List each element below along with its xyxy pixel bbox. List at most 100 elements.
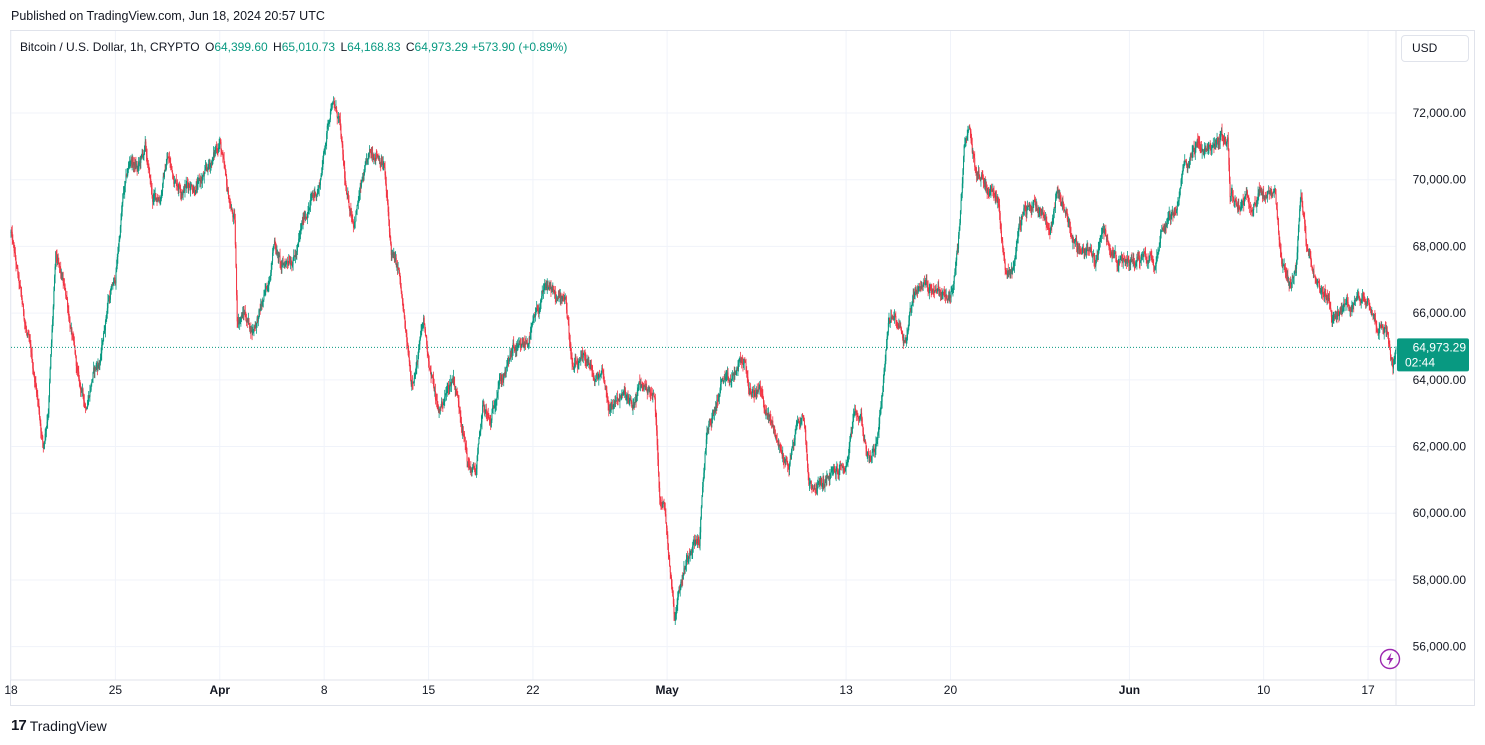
candle [751,386,753,398]
candle [1007,263,1009,278]
candle [539,307,541,314]
candle [240,315,242,327]
candle [913,288,915,303]
candle [1117,258,1119,272]
candle [63,277,65,286]
candle [430,365,432,384]
candle [285,260,287,267]
candle [1368,298,1370,306]
candle [1148,255,1150,263]
candle [451,375,453,384]
candle [1366,298,1368,307]
candle [1228,157,1230,184]
candle [592,370,594,381]
candle [403,303,405,313]
candle [335,100,337,109]
candle [467,457,469,471]
candle [48,395,50,418]
candle [826,473,828,479]
candle [1111,249,1113,263]
candle [1058,188,1060,203]
candle [1220,131,1222,141]
candle [829,469,831,485]
candle [710,418,712,431]
candle [52,316,54,333]
candle [560,292,562,306]
candle [1389,340,1391,351]
candle [784,458,786,468]
candle [588,356,590,369]
candle [1340,303,1342,315]
candle [807,454,809,473]
candle [1207,143,1209,151]
candle [483,404,485,416]
candle [1258,189,1260,201]
candle [1203,149,1205,157]
candle [445,387,447,396]
candle [1124,256,1126,267]
candle [1216,132,1218,148]
candle [1379,324,1381,329]
candle [772,424,774,434]
candle [435,392,437,401]
candle [1393,358,1395,374]
currency-button[interactable]: USD [1401,35,1469,62]
y-tick-label: 56,000.00 [1413,640,1467,654]
candle [952,288,954,297]
candle [1311,265,1313,271]
candle [857,412,859,417]
candle [86,407,88,410]
candle [44,440,46,450]
y-tick-label: 68,000.00 [1413,239,1467,253]
candle [696,539,698,546]
candle [184,179,186,198]
candle [891,315,893,321]
candle [1353,295,1355,306]
candle [862,423,864,437]
candle [795,419,797,431]
candle [1095,255,1097,272]
candle [1312,268,1314,279]
candle [1179,188,1181,199]
candle [235,241,237,269]
candle [876,437,878,447]
candle [100,347,102,362]
candle [841,462,843,469]
candle [155,197,157,203]
candle [610,398,612,413]
candle [1337,305,1339,320]
candle [848,442,850,460]
candle [1102,225,1104,239]
candle [1053,208,1055,225]
lightning-icon[interactable] [1379,648,1401,670]
candle [611,401,613,410]
candle [392,251,394,259]
candle [62,271,64,289]
candle [136,160,138,169]
candle [1324,288,1326,303]
candle [1386,326,1388,335]
candle [718,393,720,405]
candle [1150,251,1152,256]
candle [378,153,380,162]
candle [393,251,395,263]
candle [1193,140,1195,158]
candle [900,326,902,335]
candle [338,116,340,123]
candle [357,196,359,210]
candle [418,344,420,360]
candle [625,394,627,401]
candle [572,362,574,371]
candle [973,153,975,159]
candle [1348,304,1350,312]
candle [749,383,751,395]
candle [797,418,799,424]
candle [147,160,149,174]
candle [1161,224,1163,232]
candle [1089,243,1091,253]
candle [533,313,535,323]
candle [1345,297,1347,305]
candle [847,455,849,468]
candle [1233,196,1235,207]
